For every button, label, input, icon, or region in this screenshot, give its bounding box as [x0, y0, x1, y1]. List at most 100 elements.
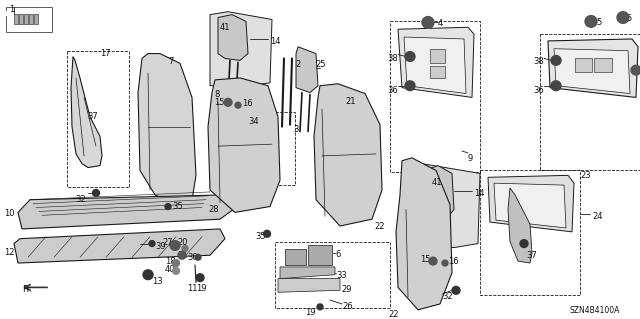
Polygon shape [14, 14, 18, 24]
Polygon shape [285, 249, 306, 265]
Text: 19: 19 [305, 308, 316, 317]
Polygon shape [548, 39, 638, 97]
Text: 17: 17 [100, 49, 111, 58]
Text: 41: 41 [432, 178, 442, 187]
Circle shape [224, 98, 232, 106]
Circle shape [170, 241, 180, 250]
Text: 5: 5 [596, 18, 601, 26]
Text: 12: 12 [4, 249, 15, 257]
Text: 1: 1 [9, 5, 14, 14]
Text: 16: 16 [448, 256, 459, 266]
Circle shape [317, 304, 323, 310]
Circle shape [520, 240, 528, 248]
Polygon shape [138, 54, 196, 204]
Text: 37: 37 [526, 251, 537, 260]
Circle shape [452, 286, 460, 294]
Polygon shape [398, 27, 474, 97]
Polygon shape [14, 229, 225, 263]
Circle shape [93, 189, 99, 196]
Polygon shape [404, 37, 466, 93]
Polygon shape [594, 58, 612, 72]
Circle shape [585, 16, 597, 27]
Circle shape [631, 65, 640, 75]
Polygon shape [488, 175, 574, 232]
Polygon shape [19, 14, 23, 24]
Polygon shape [34, 14, 38, 24]
Text: 14: 14 [270, 37, 280, 46]
Text: 4: 4 [438, 19, 444, 28]
Circle shape [429, 257, 437, 265]
Circle shape [165, 204, 171, 210]
Text: 36: 36 [387, 86, 398, 95]
Text: 5: 5 [626, 14, 631, 23]
Circle shape [551, 56, 561, 65]
Text: Fr.: Fr. [22, 286, 32, 294]
Text: 29: 29 [341, 286, 351, 294]
Polygon shape [508, 188, 532, 263]
Bar [275, 241, 390, 308]
Text: 38: 38 [533, 56, 544, 65]
Polygon shape [18, 190, 240, 229]
Text: 33: 33 [336, 271, 347, 280]
Text: 40: 40 [165, 265, 175, 274]
Polygon shape [296, 47, 318, 93]
Text: 37: 37 [87, 112, 98, 121]
Circle shape [235, 102, 241, 108]
Text: 31: 31 [177, 251, 188, 260]
Text: 16: 16 [242, 99, 253, 108]
Text: 11: 11 [188, 285, 198, 293]
Circle shape [617, 12, 629, 23]
Text: 2: 2 [295, 60, 300, 70]
Text: 34: 34 [248, 117, 259, 126]
Polygon shape [430, 49, 445, 63]
Text: 38: 38 [387, 54, 398, 63]
Circle shape [196, 274, 204, 282]
Text: 9: 9 [468, 154, 473, 163]
Polygon shape [208, 78, 280, 212]
Text: 21: 21 [345, 97, 355, 107]
Circle shape [551, 81, 561, 91]
Text: 24: 24 [592, 212, 602, 221]
Polygon shape [554, 49, 630, 93]
Text: 19: 19 [196, 285, 207, 293]
Bar [240, 112, 295, 185]
Text: 15: 15 [420, 255, 431, 263]
Text: 39: 39 [155, 241, 166, 251]
Text: 23: 23 [580, 171, 591, 181]
Text: 3: 3 [293, 125, 298, 134]
Text: 26: 26 [342, 302, 353, 311]
Circle shape [173, 267, 179, 274]
Text: 25: 25 [315, 60, 326, 70]
Text: 28: 28 [208, 204, 219, 214]
Text: 32: 32 [442, 292, 452, 301]
Circle shape [173, 260, 179, 266]
Polygon shape [575, 58, 592, 72]
Text: 35: 35 [255, 232, 266, 241]
Bar [6, 7, 52, 32]
Text: 22: 22 [374, 222, 385, 231]
Polygon shape [210, 12, 272, 86]
Circle shape [5, 12, 9, 16]
Text: 6: 6 [335, 250, 340, 259]
Circle shape [405, 81, 415, 91]
Polygon shape [418, 164, 480, 248]
Text: 8: 8 [214, 90, 220, 99]
Polygon shape [494, 183, 566, 228]
Text: 35: 35 [172, 202, 182, 211]
Circle shape [149, 241, 155, 247]
Text: 13: 13 [152, 277, 163, 286]
Polygon shape [314, 84, 382, 226]
Bar [390, 21, 480, 173]
Polygon shape [71, 56, 102, 167]
Text: 15: 15 [214, 98, 225, 107]
Polygon shape [424, 166, 454, 219]
Polygon shape [308, 246, 332, 265]
Polygon shape [218, 15, 248, 60]
Bar [540, 34, 640, 170]
Circle shape [405, 52, 415, 61]
Circle shape [195, 254, 201, 260]
Circle shape [182, 246, 188, 251]
Text: 32: 32 [75, 195, 86, 204]
Polygon shape [280, 267, 335, 278]
Polygon shape [24, 14, 28, 24]
